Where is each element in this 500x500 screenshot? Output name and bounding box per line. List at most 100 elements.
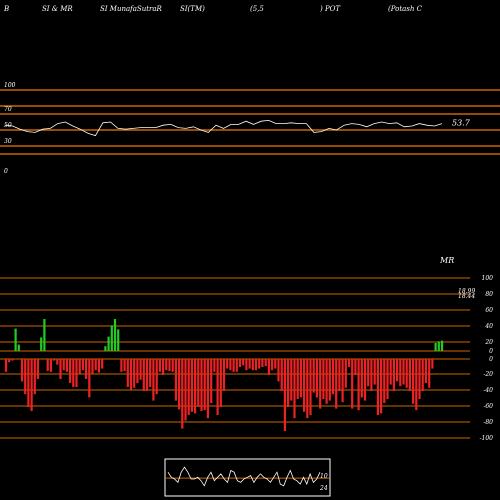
mr-bar-down: [235, 359, 238, 372]
mr-bar-down: [408, 359, 411, 391]
mr-bar-down: [27, 359, 30, 407]
mr-bar-down: [46, 359, 49, 371]
mr-bar-down: [248, 359, 251, 369]
mr-bar-down: [222, 359, 226, 391]
mr-bar-down: [78, 359, 81, 374]
mr-bar-down: [53, 359, 56, 361]
mr-bar-down: [331, 359, 335, 395]
mr-bar-down: [354, 359, 357, 375]
mr-bar-up: [110, 325, 113, 351]
page-title: B SI & MR SI MunafaSutraR SI(TM) (5,5 ) …: [0, 0, 500, 20]
mr-bar-down: [216, 359, 219, 415]
mini-y-tick: 24: [319, 485, 328, 492]
rsi-y-tick: 70: [4, 106, 12, 113]
mr-bar-up: [437, 341, 440, 351]
mr-bar-down: [75, 359, 78, 387]
title-segment: SI & MR: [42, 5, 73, 13]
mr-bar-down: [229, 359, 232, 371]
mr-bar-down: [123, 359, 126, 371]
mr-annotation: 18.44: [458, 293, 475, 300]
mr-bar-down: [402, 359, 405, 385]
mr-bar-down: [65, 359, 68, 372]
mr-bar-down: [428, 359, 431, 388]
mr-bar-down: [299, 359, 302, 398]
mr-bar-down: [373, 359, 376, 385]
mr-bar-up: [104, 346, 107, 351]
mr-bar-down: [190, 359, 193, 412]
mr-bar-down: [338, 359, 341, 391]
mr-bar-down: [142, 359, 145, 391]
mr-bar-up: [14, 328, 17, 351]
mr-bar-up: [107, 336, 110, 351]
mr-bar-down: [165, 359, 168, 371]
mr-bar-down: [360, 359, 363, 398]
mr-bar-down: [94, 359, 97, 371]
rsi-y-tick: 30: [4, 138, 12, 145]
mr-bar-down: [213, 359, 216, 372]
mr-bar-down: [296, 359, 299, 399]
mr-bar-down: [392, 359, 395, 391]
mr-bar-down: [162, 359, 165, 375]
mr-y-tick: 40: [484, 323, 493, 330]
mr-bar-down: [56, 359, 59, 365]
mr-bar-down: [418, 359, 421, 399]
mr-bar-down: [139, 359, 142, 380]
mr-bar-down: [133, 359, 136, 388]
mr-annotation: 18.99: [458, 288, 475, 295]
mr-bar-down: [49, 359, 52, 372]
mr-bar-down: [200, 359, 203, 411]
mr-y-tick: 100: [482, 275, 494, 282]
rsi-line: [4, 119, 443, 137]
mr-bar-down: [210, 359, 213, 403]
mr-bar-down: [226, 359, 229, 369]
mr-bar-down: [322, 359, 325, 399]
mr-bar-down: [347, 359, 351, 367]
mr-bar-down: [328, 359, 331, 401]
mr-bar-down: [357, 359, 360, 411]
mr-bar-down: [405, 359, 408, 388]
mr-bar-down: [20, 359, 24, 382]
mr-y-tick: 20: [484, 339, 493, 346]
mr-bar-down: [335, 359, 338, 409]
mr-bar-down: [399, 359, 402, 387]
mr-bar-down: [126, 359, 129, 387]
title-segment: B: [4, 5, 10, 13]
mr-bar-down: [431, 359, 434, 369]
mr-bar-down: [206, 359, 209, 419]
mr-bar-down: [271, 359, 274, 371]
mr-bar-down: [344, 359, 347, 388]
mr-bar-down: [267, 359, 270, 375]
mr-bar-down: [293, 359, 296, 419]
rsi-last-value-label: 53.7: [452, 119, 471, 128]
mr-bar-down: [8, 359, 11, 363]
mr-y-tick: -20: [483, 371, 493, 378]
mr-bar-down: [415, 359, 418, 411]
mr-bar-down: [4, 359, 8, 372]
mr-bar-down: [309, 359, 312, 415]
mr-y-tick: -80: [483, 419, 493, 426]
mr-bar-down: [319, 359, 322, 409]
mr-bar-down: [184, 359, 187, 421]
mr-bar-down: [242, 359, 245, 366]
mr-bar-down: [254, 359, 258, 371]
mr-bar-down: [181, 359, 184, 429]
mr-bar-down: [145, 359, 149, 391]
mr-bar-down: [283, 359, 286, 431]
mr-bar-down: [69, 359, 72, 383]
mr-bar-down: [197, 359, 200, 407]
mr-bar-up: [43, 319, 46, 351]
mr-y-tick: -60: [483, 403, 493, 410]
mr-bar-down: [152, 359, 155, 401]
mr-bar-down: [363, 359, 367, 401]
title-segment: (Potash C: [388, 5, 423, 13]
mr-bar-up: [113, 319, 117, 351]
mr-bar-down: [376, 359, 379, 415]
mr-bar-up: [40, 337, 43, 351]
mr-y-tick: 0: [489, 348, 493, 355]
mr-y-tick: -40: [483, 387, 493, 394]
rsi-y-tick: 100: [4, 82, 16, 89]
mr-bar-up: [434, 343, 437, 351]
mr-bar-up: [440, 340, 444, 351]
mr-bar-down: [258, 359, 261, 369]
rsi-y-tick: 0: [4, 168, 8, 175]
